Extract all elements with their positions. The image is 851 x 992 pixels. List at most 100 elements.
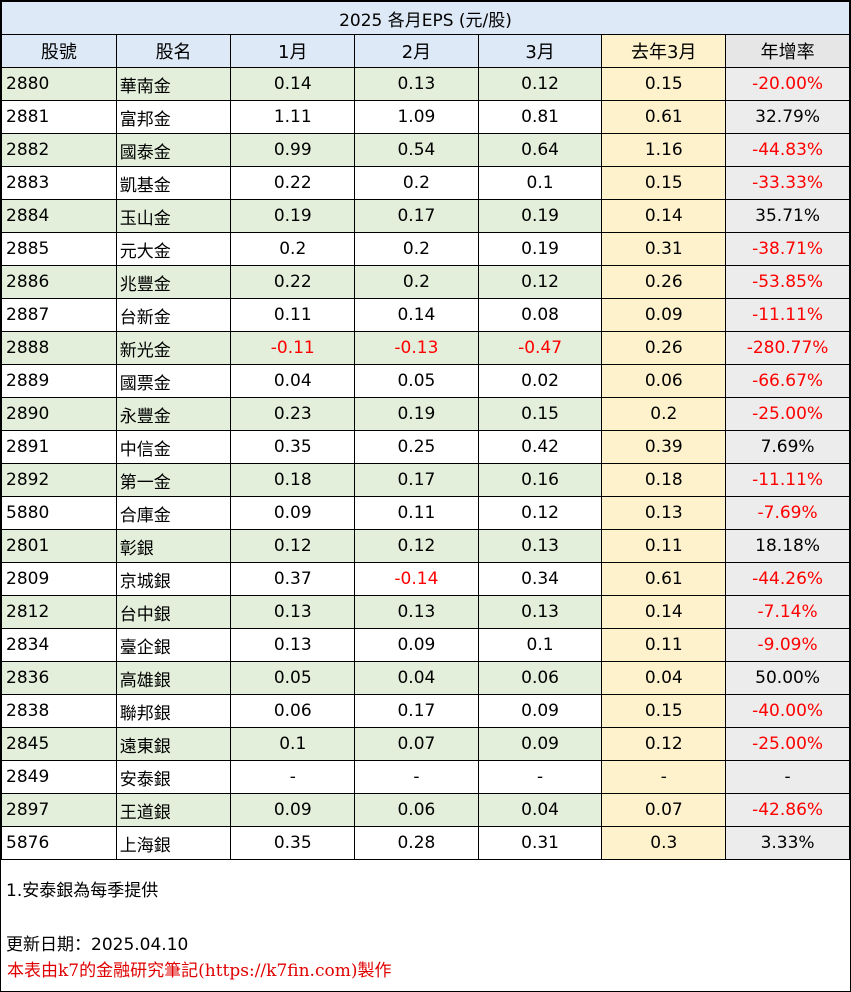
- cell-code: 2891: [1, 430, 117, 464]
- cell-yoy-growth: -25.00%: [725, 397, 850, 431]
- cell-last-year-mar: 0.61: [601, 100, 727, 134]
- cell-feb: 0.05: [354, 364, 479, 398]
- cell-feb: 0.17: [354, 199, 479, 233]
- cell-mar: 0.12: [477, 496, 603, 530]
- cell-yoy-growth: -25.00%: [725, 727, 850, 761]
- cell-name: 京城銀: [115, 562, 232, 596]
- cell-jan: 0.22: [230, 265, 356, 299]
- cell-name: 國泰金: [115, 133, 232, 167]
- cell-feb: 0.2: [354, 232, 479, 266]
- cell-name: 聯邦銀: [115, 694, 232, 728]
- cell-feb: 0.19: [354, 397, 479, 431]
- cell-last-year-mar: 0.12: [601, 727, 727, 761]
- cell-feb: 0.06: [354, 793, 479, 827]
- cell-name: 台中銀: [115, 595, 232, 629]
- cell-last-year-mar: 0.2: [601, 397, 727, 431]
- table-row: 2801 彰銀 0.12 0.12 0.13 0.11 18.18%: [1, 529, 850, 563]
- update-date: 更新日期：2025.04.10: [6, 935, 189, 955]
- cell-jan: 0.23: [230, 397, 356, 431]
- cell-feb: 0.2: [354, 166, 479, 200]
- cell-code: 2838: [1, 694, 117, 728]
- table-row: 2888 新光金 -0.11 -0.13 -0.47 0.26 -280.77%: [1, 331, 850, 365]
- cell-last-year-mar: 0.18: [601, 463, 727, 497]
- cell-jan: 0.35: [230, 430, 356, 464]
- cell-code: 2886: [1, 265, 117, 299]
- cell-code: 2884: [1, 199, 117, 233]
- cell-last-year-mar: 0.61: [601, 562, 727, 596]
- cell-yoy-growth: -7.69%: [725, 496, 850, 530]
- cell-name: 高雄銀: [115, 661, 232, 695]
- table-row: 5876 上海銀 0.35 0.28 0.31 0.3 3.33%: [1, 826, 850, 860]
- table-row: 2890 永豐金 0.23 0.19 0.15 0.2 -25.00%: [1, 397, 850, 431]
- header-yoy-growth: 年增率: [725, 34, 850, 68]
- cell-jan: -: [230, 760, 356, 794]
- header-row: 股號 股名 1月 2月 3月 去年3月 年增率: [1, 34, 850, 68]
- cell-mar: 0.19: [477, 232, 603, 266]
- cell-feb: 0.12: [354, 529, 479, 563]
- cell-last-year-mar: 0.26: [601, 265, 727, 299]
- table-body: 2880 華南金 0.14 0.13 0.12 0.15 -20.00% 2881 富邦金 1.1…: [1, 67, 850, 860]
- cell-name: 富邦金: [115, 100, 232, 134]
- cell-yoy-growth: -11.11%: [725, 298, 850, 332]
- cell-mar: 0.34: [477, 562, 603, 596]
- cell-mar: 0.31: [477, 826, 603, 860]
- cell-jan: 0.11: [230, 298, 356, 332]
- cell-mar: 0.13: [477, 595, 603, 629]
- cell-last-year-mar: 0.07: [601, 793, 727, 827]
- cell-mar: 0.15: [477, 397, 603, 431]
- cell-code: 2890: [1, 397, 117, 431]
- cell-name: 國票金: [115, 364, 232, 398]
- cell-yoy-growth: 3.33%: [725, 826, 850, 860]
- cell-yoy-growth: -44.26%: [725, 562, 850, 596]
- cell-feb: 0.2: [354, 265, 479, 299]
- cell-last-year-mar: 0.14: [601, 199, 727, 233]
- cell-jan: 0.99: [230, 133, 356, 167]
- cell-last-year-mar: 0.09: [601, 298, 727, 332]
- cell-mar: 0.19: [477, 199, 603, 233]
- cell-mar: -0.47: [477, 331, 603, 365]
- cell-code: 2845: [1, 727, 117, 761]
- cell-code: 2836: [1, 661, 117, 695]
- eps-table: 2025 各月EPS (元/股) 股號 股名 1月 2月 3月 去年3月 年增率 2880 華…: [1, 1, 850, 860]
- cell-mar: -: [477, 760, 603, 794]
- table-row: 2889 國票金 0.04 0.05 0.02 0.06 -66.67%: [1, 364, 850, 398]
- cell-code: 2882: [1, 133, 117, 167]
- cell-feb: 0.04: [354, 661, 479, 695]
- cell-name: 合庫金: [115, 496, 232, 530]
- cell-jan: -0.11: [230, 331, 356, 365]
- cell-yoy-growth: -9.09%: [725, 628, 850, 662]
- cell-jan: 0.04: [230, 364, 356, 398]
- cell-mar: 0.81: [477, 100, 603, 134]
- cell-mar: 0.02: [477, 364, 603, 398]
- cell-code: 5876: [1, 826, 117, 860]
- cell-name: 華南金: [115, 67, 232, 101]
- cell-mar: 0.09: [477, 694, 603, 728]
- cell-feb: 0.25: [354, 430, 479, 464]
- cell-yoy-growth: 50.00%: [725, 661, 850, 695]
- cell-jan: 0.1: [230, 727, 356, 761]
- cell-feb: 0.09: [354, 628, 479, 662]
- cell-code: 5880: [1, 496, 117, 530]
- cell-yoy-growth: -42.86%: [725, 793, 850, 827]
- cell-name: 元大金: [115, 232, 232, 266]
- cell-yoy-growth: -40.00%: [725, 694, 850, 728]
- table-row: 2880 華南金 0.14 0.13 0.12 0.15 -20.00%: [1, 67, 850, 101]
- cell-code: 2888: [1, 331, 117, 365]
- cell-code: 2849: [1, 760, 117, 794]
- cell-mar: 0.64: [477, 133, 603, 167]
- cell-mar: 0.1: [477, 628, 603, 662]
- cell-name: 玉山金: [115, 199, 232, 233]
- cell-last-year-mar: 0.31: [601, 232, 727, 266]
- cell-feb: 0.07: [354, 727, 479, 761]
- cell-last-year-mar: 0.11: [601, 529, 727, 563]
- cell-yoy-growth: -38.71%: [725, 232, 850, 266]
- cell-jan: 1.11: [230, 100, 356, 134]
- cell-mar: 0.09: [477, 727, 603, 761]
- cell-jan: 0.22: [230, 166, 356, 200]
- cell-jan: 0.05: [230, 661, 356, 695]
- cell-name: 台新金: [115, 298, 232, 332]
- cell-name: 王道銀: [115, 793, 232, 827]
- cell-jan: 0.09: [230, 496, 356, 530]
- cell-yoy-growth: -280.77%: [725, 331, 850, 365]
